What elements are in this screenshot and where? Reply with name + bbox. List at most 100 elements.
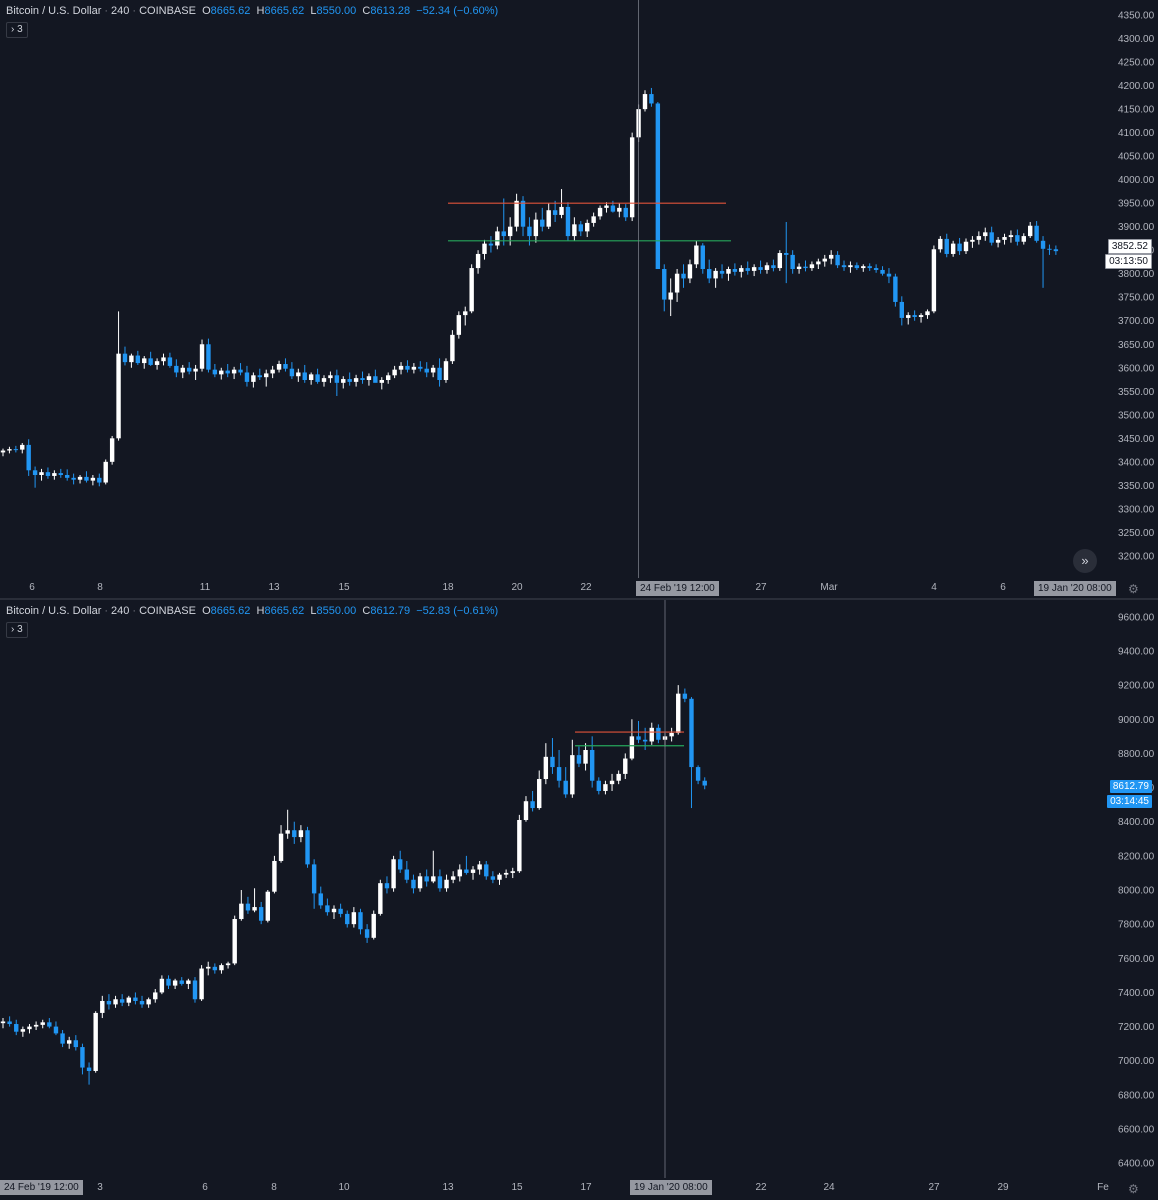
gear-icon[interactable]: ⚙ <box>1128 582 1139 596</box>
candlestick-chart-bottom[interactable]: 6400.00 6600.00 6800.00 7000.00 7200.00 7400.… <box>0 600 1158 1200</box>
chart-pane-bottom[interactable]: 6400.00 6600.00 6800.00 7000.00 7200.00 7400.… <box>0 600 1158 1200</box>
high-label: H <box>256 605 265 617</box>
high-label: H <box>256 5 265 17</box>
candle-body <box>47 1022 52 1027</box>
x-tick-label: 27 <box>928 1182 940 1193</box>
high-value: 8665.62 <box>264 605 305 617</box>
candle-body <box>360 378 365 381</box>
candle-body <box>373 376 378 383</box>
candle-body <box>751 267 757 271</box>
candle-body <box>540 219 545 227</box>
candle-body <box>113 999 118 1005</box>
x-tick-label: 6 <box>29 582 35 593</box>
candle-body <box>989 232 994 243</box>
candle-body <box>809 264 815 269</box>
candle-body <box>186 980 191 984</box>
candle-body <box>668 292 673 300</box>
y-tick-label: 9400.00 <box>1118 646 1155 657</box>
interval[interactable]: 240 <box>111 605 130 617</box>
candle-body <box>159 978 165 993</box>
candle-body <box>345 913 350 925</box>
gear-icon[interactable]: ⚙ <box>1128 1182 1139 1196</box>
candle-body <box>283 364 288 369</box>
x-tick-label: 6 <box>202 1182 208 1193</box>
candle-body <box>597 207 603 217</box>
candle-body <box>13 449 19 451</box>
candle-body <box>86 1067 92 1071</box>
candle-body <box>186 367 192 372</box>
low-label: L <box>310 5 317 17</box>
indicators-count: 3 <box>17 624 23 635</box>
candle-body <box>334 375 340 383</box>
candle-body <box>80 1047 85 1068</box>
double-chevron-right-icon: » <box>1081 553 1089 568</box>
last-price-tag: 3852.52 <box>1107 239 1152 254</box>
candle-body <box>1034 225 1039 241</box>
candle-body <box>109 438 115 462</box>
candle-body <box>20 444 25 450</box>
candle-body <box>225 370 230 374</box>
candle-body <box>53 1026 59 1034</box>
scroll-to-realtime-button[interactable]: » <box>1073 549 1097 573</box>
y-tick-label: 7000.00 <box>1118 1056 1155 1067</box>
candle-body <box>278 833 284 861</box>
candle-body <box>616 773 621 781</box>
candle-body <box>803 266 808 269</box>
candle-body <box>649 727 654 742</box>
candle-body <box>546 210 551 227</box>
open-value: 8665.62 <box>210 5 251 17</box>
x-tick-label: 27 <box>755 582 767 593</box>
candle-body <box>893 276 898 302</box>
x-tick-label: 8 <box>97 582 103 593</box>
candle-body <box>252 907 257 911</box>
x-tick-label: 22 <box>580 582 592 593</box>
candlestick-chart-top[interactable]: 3200.00 3250.00 3300.00 3350.00 3400.00 3450.… <box>0 0 1158 598</box>
indicators-toggle-button[interactable]: › 3 <box>6 22 28 38</box>
candle-body <box>835 254 840 266</box>
y-tick-label: 9600.00 <box>1118 612 1155 623</box>
candle-body <box>20 1029 26 1032</box>
candle-body <box>133 997 138 1001</box>
chevron-right-icon: › <box>11 24 15 35</box>
candle-body <box>938 238 943 250</box>
close-label: C <box>362 605 371 617</box>
candle-body <box>676 693 681 733</box>
candle-body <box>583 750 588 764</box>
candle-body <box>695 767 701 781</box>
pane-divider[interactable] <box>0 598 1158 600</box>
candle-body <box>552 210 558 215</box>
candle-body <box>1047 248 1052 250</box>
candle-body <box>199 344 205 369</box>
high-value: 8665.62 <box>264 5 305 17</box>
candle-body <box>424 368 429 373</box>
candle-body <box>142 358 147 364</box>
candle-body <box>1040 240 1046 249</box>
candle-body <box>52 473 57 476</box>
candle-body <box>702 780 707 786</box>
y-tick-label: 3550.00 <box>1118 387 1155 398</box>
x-tick-label: 13 <box>268 582 280 593</box>
candle-body <box>482 243 487 254</box>
candle-body <box>146 999 151 1005</box>
symbol-legend-bottom: Bitcoin / U.S. Dollar · 240 · COINBASE O8665… <box>6 605 499 617</box>
candle-body <box>154 361 160 365</box>
symbol-name[interactable]: Bitcoin / U.S. Dollar <box>6 5 102 17</box>
interval[interactable]: 240 <box>111 5 130 17</box>
candle-body <box>674 273 680 293</box>
candle-body <box>325 905 330 913</box>
candle-body <box>976 236 982 240</box>
candle-body <box>270 369 275 374</box>
indicators-toggle-button[interactable]: › 3 <box>6 622 28 638</box>
candle-body <box>272 860 277 892</box>
symbol-name[interactable]: Bitcoin / U.S. Dollar <box>6 605 102 617</box>
candle-body <box>126 997 131 1003</box>
candle-body <box>405 365 410 370</box>
candle-body <box>93 1012 98 1071</box>
candle-body <box>854 265 860 269</box>
candle-body <box>931 249 937 312</box>
y-tick-label: 4300.00 <box>1118 34 1155 45</box>
candle-body <box>257 375 262 378</box>
x-tick-label: 4 <box>931 582 937 593</box>
chart-pane-top[interactable]: 3200.00 3250.00 3300.00 3350.00 3400.00 3450.… <box>0 0 1158 598</box>
candle-body <box>26 444 31 471</box>
